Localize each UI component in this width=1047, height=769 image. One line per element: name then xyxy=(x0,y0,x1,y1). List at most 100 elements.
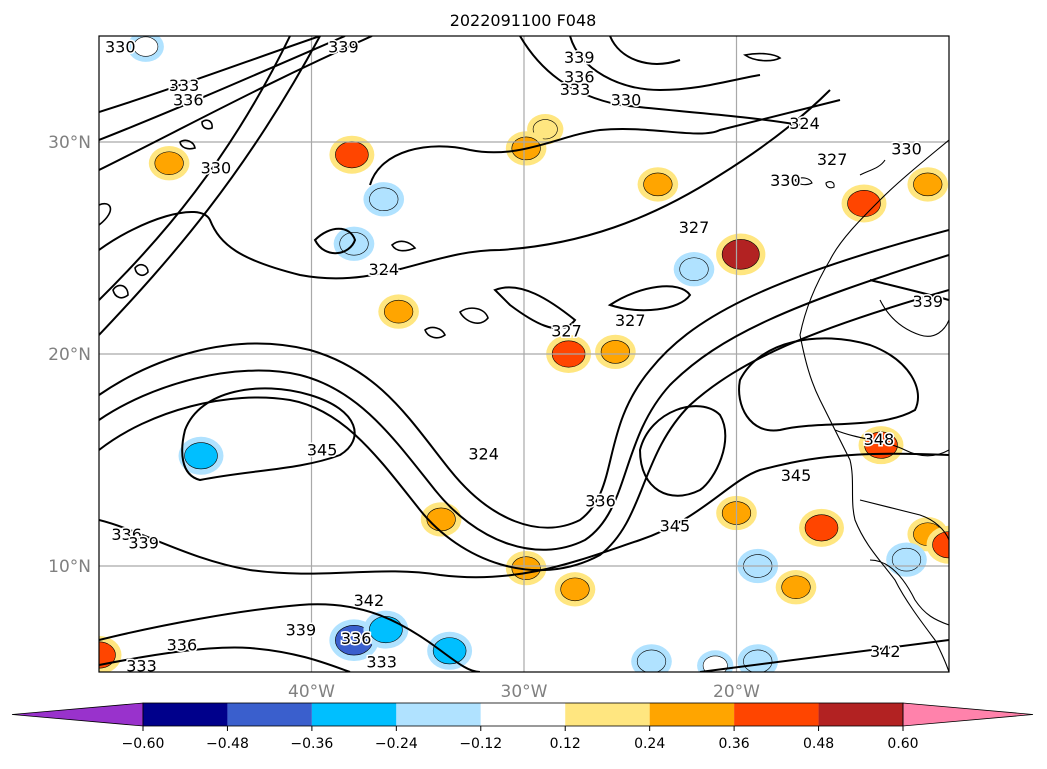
contour-line xyxy=(99,203,112,226)
contour-line xyxy=(99,89,831,280)
colorbar-segment xyxy=(818,703,903,726)
coastline xyxy=(859,159,886,176)
contour-line xyxy=(99,603,481,672)
contour-line xyxy=(519,36,801,126)
contour-label: 327 xyxy=(615,311,646,330)
anomaly-patch xyxy=(560,577,590,602)
contour-label: 336 xyxy=(585,491,616,510)
anomaly-patch xyxy=(369,187,399,211)
colorbar-segment xyxy=(396,703,481,726)
colorbar-tick-label: −0.12 xyxy=(459,736,502,752)
contour-line xyxy=(369,99,841,186)
contour-label: 327 xyxy=(551,322,582,341)
coastlines xyxy=(794,139,949,672)
contour-label: 333 xyxy=(126,657,157,676)
contour-line xyxy=(869,279,949,301)
lon-tick-label: 30°W xyxy=(501,682,548,702)
contour-line xyxy=(179,139,196,150)
contour-line xyxy=(99,229,949,529)
contour-label: 327 xyxy=(679,218,710,237)
contour-line xyxy=(699,639,949,672)
colorbar: −0.60 −0.48 −0.36 −0.24 −0.12 0.12 0.24 0.36 0.4… xyxy=(11,702,1034,752)
coastline xyxy=(794,177,813,186)
contour-line xyxy=(607,285,692,312)
coastline xyxy=(799,139,949,672)
lat-tick-label: 20°N xyxy=(48,345,91,365)
shaded-anomalies xyxy=(99,36,949,672)
contour-label: 339 xyxy=(564,48,595,67)
contour-line xyxy=(738,337,919,432)
contour-label: 345 xyxy=(781,466,812,485)
contour-label: 330 xyxy=(611,91,642,110)
contour-label: 345 xyxy=(660,517,691,536)
colorbar-extend-low xyxy=(11,702,144,727)
colorbar-tick-label: −0.48 xyxy=(206,736,249,752)
anomaly-patch xyxy=(600,340,630,364)
lat-tick-label: 30°N xyxy=(48,133,91,153)
contour-line xyxy=(134,263,149,277)
anomaly-patch xyxy=(369,616,403,644)
contour-line xyxy=(99,254,949,551)
contour-line xyxy=(99,36,321,336)
anomaly-patch xyxy=(154,151,184,175)
colorbar-segment xyxy=(565,703,650,726)
contour-line xyxy=(201,119,213,130)
anomaly-patch xyxy=(679,257,709,281)
contour-label: 342 xyxy=(870,642,901,661)
contour-line xyxy=(424,326,446,339)
contour-line xyxy=(390,240,417,252)
contour-label: 339 xyxy=(286,621,317,640)
colorbar-extend-high xyxy=(902,702,1034,727)
contour-label: 336 xyxy=(341,629,372,648)
anomaly-patch xyxy=(721,239,760,270)
contour-label: 336 xyxy=(173,91,204,110)
colorbar-tick-label: 0.48 xyxy=(803,736,834,752)
map-area xyxy=(99,36,949,672)
colorbar-tick-label: 0.36 xyxy=(719,736,750,752)
axis-labels: 40°W 30°W 20°W 30°N 20°N 10°N xyxy=(48,133,760,702)
coastline xyxy=(825,181,835,189)
contour-label: 330 xyxy=(105,38,136,57)
gridlines xyxy=(99,36,949,672)
contour-line xyxy=(743,52,782,62)
lon-tick-label: 20°W xyxy=(713,682,760,702)
contour-line xyxy=(99,289,949,571)
contour-labels: 330 3393333363303393363333303243273303303… xyxy=(103,36,944,677)
contour-label: 333 xyxy=(169,76,200,95)
contour-line xyxy=(313,227,357,255)
contour-line xyxy=(569,36,761,92)
colorbar-segment xyxy=(649,703,735,726)
anomaly-patch xyxy=(636,649,667,672)
anomaly-patch xyxy=(702,655,728,672)
contour-line xyxy=(99,646,351,672)
anomaly-patch xyxy=(426,507,456,532)
coastline xyxy=(879,299,949,337)
anomaly-patch xyxy=(932,531,949,559)
anomaly-patch xyxy=(891,547,922,572)
contour-label: 327 xyxy=(817,150,848,169)
contour-label: 336 xyxy=(564,67,595,86)
contour-label: 333 xyxy=(560,80,591,99)
contour-line xyxy=(638,405,727,497)
colorbar-tick-label: 0.12 xyxy=(550,736,581,752)
anomaly-patch xyxy=(913,172,943,197)
colorbar-tick-label: −0.60 xyxy=(122,736,165,752)
contour-label: 324 xyxy=(368,260,399,279)
anomaly-patch xyxy=(532,119,558,140)
contour-line xyxy=(493,286,577,330)
contour-line xyxy=(99,36,291,301)
colorbar-tick-label: 0.60 xyxy=(887,736,918,752)
map-frame xyxy=(98,35,950,673)
contour-label: 330 xyxy=(891,139,922,158)
colorbar-segment xyxy=(734,703,819,726)
anomaly-patch xyxy=(781,575,811,599)
contour-line xyxy=(609,36,681,65)
lat-tick-label: 10°N xyxy=(48,557,91,577)
contour-label: 330 xyxy=(201,158,232,177)
contour-line xyxy=(99,452,949,579)
colorbar-segment xyxy=(227,703,312,726)
contour-line xyxy=(458,307,489,324)
contour-label: 330 xyxy=(770,171,801,190)
coastline xyxy=(859,499,949,541)
